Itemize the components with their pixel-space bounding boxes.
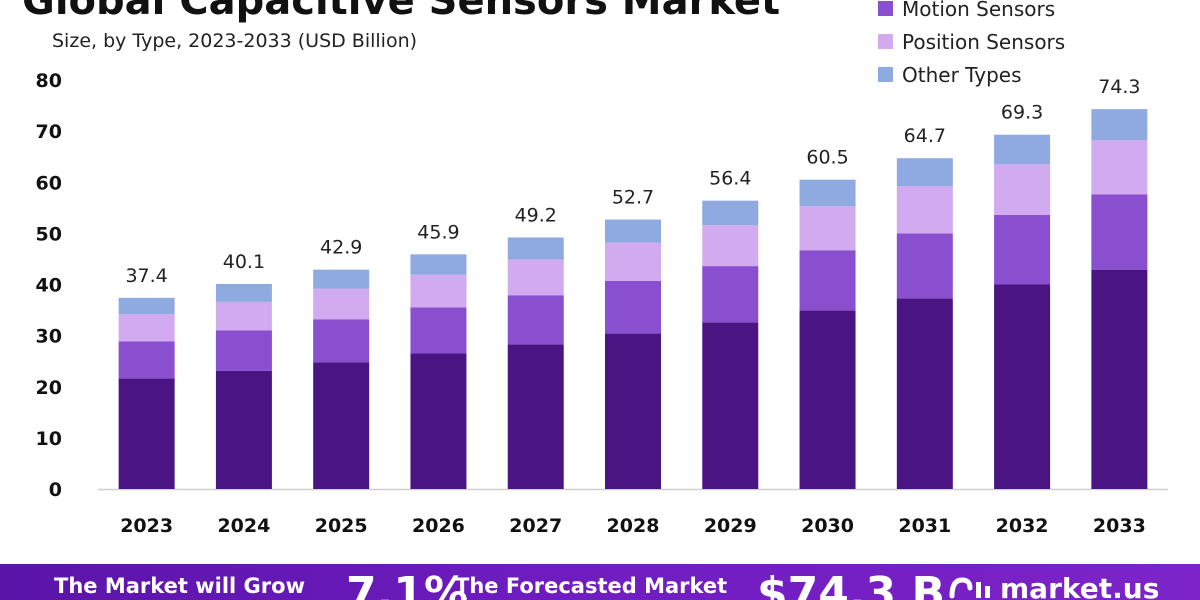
- legend-label-other-types: Other Types: [902, 62, 1022, 87]
- x-tick-label: 2026: [412, 515, 465, 537]
- bar-segment-position-sensors-2029: [702, 225, 759, 267]
- banner-grow-value: 7.1%: [346, 568, 469, 600]
- market-us-logo-icon: [949, 577, 990, 599]
- bar-segment-base-2026: [410, 353, 467, 489]
- bar-total-label: 52.7: [612, 187, 654, 209]
- bar-total-label: 45.9: [417, 221, 459, 243]
- x-tick-label: 2033: [1093, 515, 1146, 537]
- bar-segment-base-2025: [313, 362, 370, 489]
- y-tick-label: 80: [36, 70, 62, 92]
- footer-banner: The Market will Grow 7.1% The Forecasted…: [0, 564, 1200, 600]
- y-tick-label: 10: [36, 428, 62, 450]
- y-tick-label: 50: [36, 223, 62, 245]
- bar-segment-base-2028: [605, 333, 661, 489]
- chart-subtitle: Size, by Type, 2023-2033 (USD Billion): [52, 30, 418, 52]
- bar-segment-base-2031: [896, 298, 953, 489]
- bar-total-label: 49.2: [515, 204, 557, 226]
- y-tick-label: 20: [36, 377, 62, 399]
- bar-segment-motion-sensors-2032: [994, 214, 1051, 285]
- legend-swatch-motion-sensors: [878, 1, 893, 16]
- bar-segment-base-2023: [118, 378, 175, 489]
- bar-segment-other-types-2028: [605, 219, 661, 243]
- bar-segment-other-types-2033: [1091, 109, 1148, 141]
- chart-title: Global Capacitive Sensors Market: [22, 0, 781, 24]
- bar-total-label: 69.3: [1001, 102, 1043, 124]
- bar-total-label: 56.4: [709, 168, 751, 190]
- bar-segment-motion-sensors-2027: [507, 295, 564, 345]
- bar-segment-other-types-2024: [215, 283, 272, 302]
- x-tick-label: 2030: [801, 515, 854, 537]
- legend-item-position-sensors: Position Sensors: [878, 25, 1065, 58]
- bar-total-label: 37.4: [125, 265, 167, 287]
- legend-item-motion-sensors: Motion Sensors: [878, 0, 1065, 25]
- legend-label-motion-sensors: Motion Sensors: [902, 0, 1056, 21]
- banner-forecast-label: The Forecasted Market: [455, 574, 728, 598]
- bar-segment-other-types-2026: [410, 254, 467, 275]
- banner-forecast-value: $74.3 B: [757, 568, 946, 600]
- bar-segment-motion-sensors-2028: [605, 280, 661, 334]
- x-tick-label: 2028: [607, 515, 660, 537]
- bar-segment-motion-sensors-2025: [313, 319, 370, 363]
- bar-segment-other-types-2032: [994, 134, 1051, 165]
- bar-segment-position-sensors-2031: [896, 186, 953, 234]
- x-tick-label: 2025: [315, 515, 368, 537]
- chart-legend: Motion Sensors Position Sensors Other Ty…: [878, 0, 1065, 91]
- bar-segment-position-sensors-2024: [215, 301, 272, 331]
- banner-brand: market.us: [1000, 572, 1160, 600]
- x-tick-label: 2023: [120, 515, 173, 537]
- bar-total-label: 40.1: [223, 251, 265, 273]
- bar-segment-other-types-2023: [118, 297, 175, 315]
- bar-segment-motion-sensors-2029: [702, 266, 759, 323]
- y-tick-label: 0: [49, 479, 62, 501]
- bar-total-label: 42.9: [320, 237, 362, 259]
- bar-segment-motion-sensors-2024: [215, 330, 272, 371]
- bar-total-label: 60.5: [806, 147, 848, 169]
- bar-total-label: 64.7: [904, 125, 946, 147]
- y-tick-label: 70: [36, 121, 62, 143]
- bar-segment-motion-sensors-2031: [896, 233, 953, 299]
- bar-segment-base-2030: [799, 310, 856, 489]
- bar-segment-other-types-2025: [313, 269, 370, 289]
- bar-segment-position-sensors-2025: [313, 288, 370, 320]
- bar-segment-position-sensors-2027: [507, 259, 564, 296]
- x-tick-label: 2024: [217, 515, 270, 537]
- bar-segment-other-types-2029: [702, 200, 759, 226]
- bar-segment-base-2032: [994, 284, 1051, 489]
- x-tick-label: 2032: [996, 515, 1049, 537]
- legend-swatch-other-types: [878, 67, 893, 82]
- bar-segment-other-types-2031: [896, 158, 953, 187]
- bar-segment-base-2033: [1091, 269, 1148, 489]
- x-tick-label: 2029: [704, 515, 757, 537]
- bar-segment-motion-sensors-2026: [410, 307, 467, 354]
- bar-segment-motion-sensors-2023: [118, 341, 175, 379]
- y-tick-label: 30: [36, 326, 62, 348]
- bar-segment-position-sensors-2033: [1091, 140, 1148, 195]
- legend-label-position-sensors: Position Sensors: [902, 29, 1066, 54]
- bar-segment-position-sensors-2023: [118, 314, 175, 342]
- legend-item-other-types: Other Types: [878, 58, 1065, 91]
- x-tick-label: 2031: [898, 515, 951, 537]
- stacked-bar-chart: 0102030405060708037.4202340.1202442.9202…: [36, 70, 1168, 537]
- bar-segment-motion-sensors-2033: [1091, 194, 1148, 270]
- y-tick-label: 60: [36, 172, 62, 194]
- bar-segment-motion-sensors-2030: [799, 250, 856, 311]
- bar-segment-other-types-2030: [799, 179, 856, 207]
- bar-segment-position-sensors-2028: [605, 242, 661, 281]
- y-tick-label: 40: [36, 275, 62, 297]
- bar-segment-base-2029: [702, 322, 759, 489]
- bar-segment-base-2027: [507, 344, 564, 489]
- x-tick-label: 2027: [509, 515, 562, 537]
- bar-total-label: 74.3: [1098, 76, 1140, 98]
- legend-swatch-position-sensors: [878, 34, 893, 49]
- bar-segment-base-2024: [215, 370, 272, 489]
- banner-grow-label: The Market will Grow: [54, 574, 305, 598]
- bar-segment-position-sensors-2026: [410, 274, 467, 308]
- bar-segment-position-sensors-2030: [799, 206, 856, 251]
- bar-segment-position-sensors-2032: [994, 164, 1051, 215]
- bar-segment-other-types-2027: [507, 237, 564, 260]
